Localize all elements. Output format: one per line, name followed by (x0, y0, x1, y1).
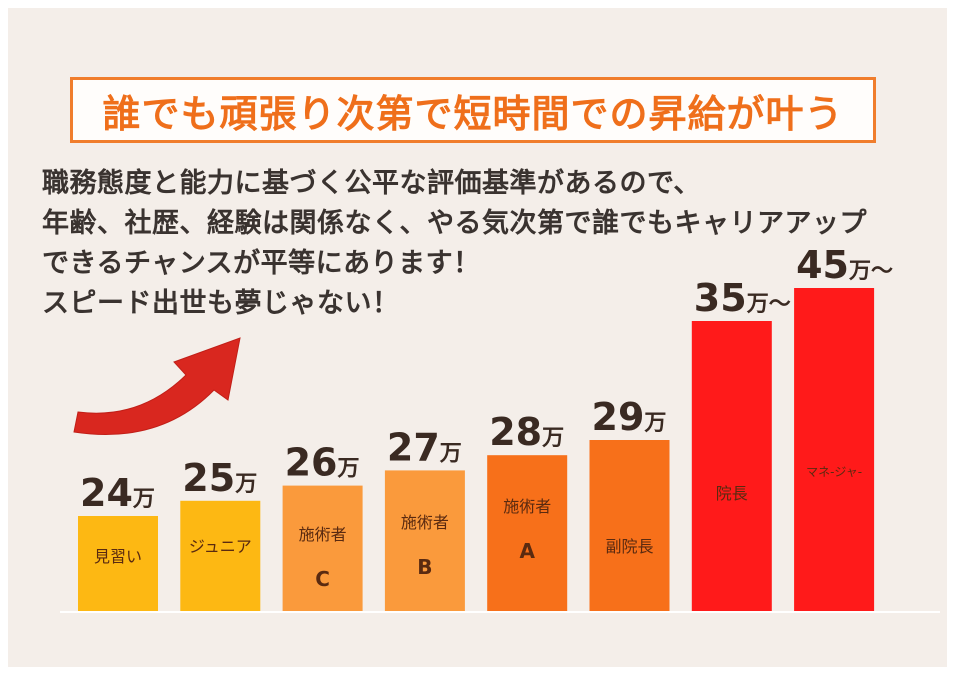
category-label: 施術者 (299, 525, 347, 544)
bar (794, 288, 875, 611)
category-label: 院長 (716, 484, 748, 503)
value-label: 35万～ (694, 276, 791, 320)
value-label: 25万 (182, 456, 257, 500)
bar (180, 500, 261, 611)
description-line: 職務態度と能力に基づく公平な評価基準があるので、 (42, 168, 701, 199)
value-label: 26万 (285, 441, 360, 485)
category-label: 副院長 (605, 537, 653, 556)
bar (282, 485, 363, 611)
value-label: 45万～ (796, 243, 893, 287)
curved-arrow-icon (73, 337, 241, 435)
headline-box: 誰でも頑張り次第で短時間での昇給が叶う (70, 77, 876, 143)
value-label: 24万 (80, 471, 155, 515)
bar (384, 470, 465, 611)
category-label: 施術者 (503, 497, 551, 516)
description-line: スピード出世も夢じゃない！ (42, 288, 400, 319)
value-label: 29万 (592, 395, 667, 439)
headline: 誰でも頑張り次第で短時間での昇給が叶う (102, 91, 844, 136)
value-label: 28万 (489, 410, 564, 454)
category-label: ジュニア (189, 537, 252, 556)
grade-label: C (315, 567, 330, 591)
bar (589, 440, 670, 611)
value-label: 27万 (387, 425, 462, 469)
baseline (60, 611, 940, 613)
description-line: 年齢、社歴、経験は関係なく、やる気次第で誰でもキャリアアップ (42, 208, 867, 239)
bar (487, 455, 568, 611)
bar (78, 516, 158, 611)
description: 職務態度と能力に基づく公平な評価基準があるので、 年齢、社歴、経験は関係なく、や… (42, 164, 942, 324)
category-label: 施術者 (401, 513, 449, 532)
grade-label: B (417, 555, 432, 579)
category-label: マネ-ジャ- (806, 465, 862, 479)
grade-label: A (519, 539, 535, 563)
bar (691, 321, 772, 611)
description-line: できるチャンスが平等にあります！ (42, 248, 481, 279)
category-label: 見習い (94, 547, 142, 566)
